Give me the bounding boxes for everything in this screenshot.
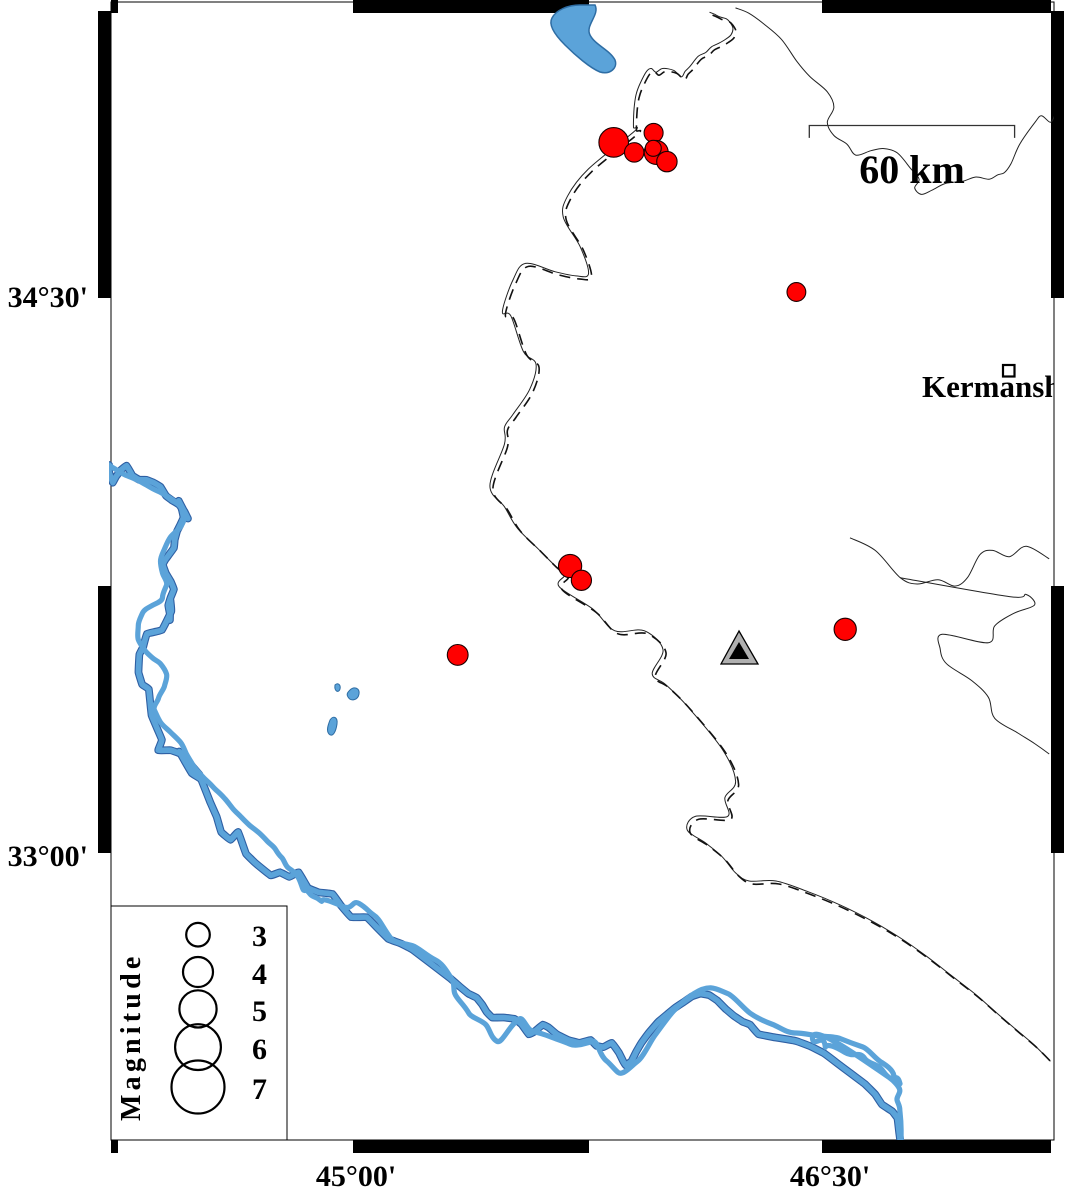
svg-text:6: 6 <box>252 1033 267 1066</box>
svg-text:60 km: 60 km <box>859 147 965 192</box>
svg-text:33°00': 33°00' <box>8 840 88 873</box>
svg-text:Kermanshahh: Kermanshahh <box>922 369 1066 404</box>
svg-text:Magnitude: Magnitude <box>116 953 147 1121</box>
svg-text:45°00': 45°00' <box>316 1160 396 1191</box>
svg-text:34°30': 34°30' <box>8 281 88 314</box>
svg-text:4: 4 <box>252 958 267 991</box>
svg-text:46°30': 46°30' <box>790 1160 870 1191</box>
svg-text:7: 7 <box>252 1073 267 1106</box>
svg-text:3: 3 <box>252 920 267 953</box>
svg-text:5: 5 <box>252 995 267 1028</box>
